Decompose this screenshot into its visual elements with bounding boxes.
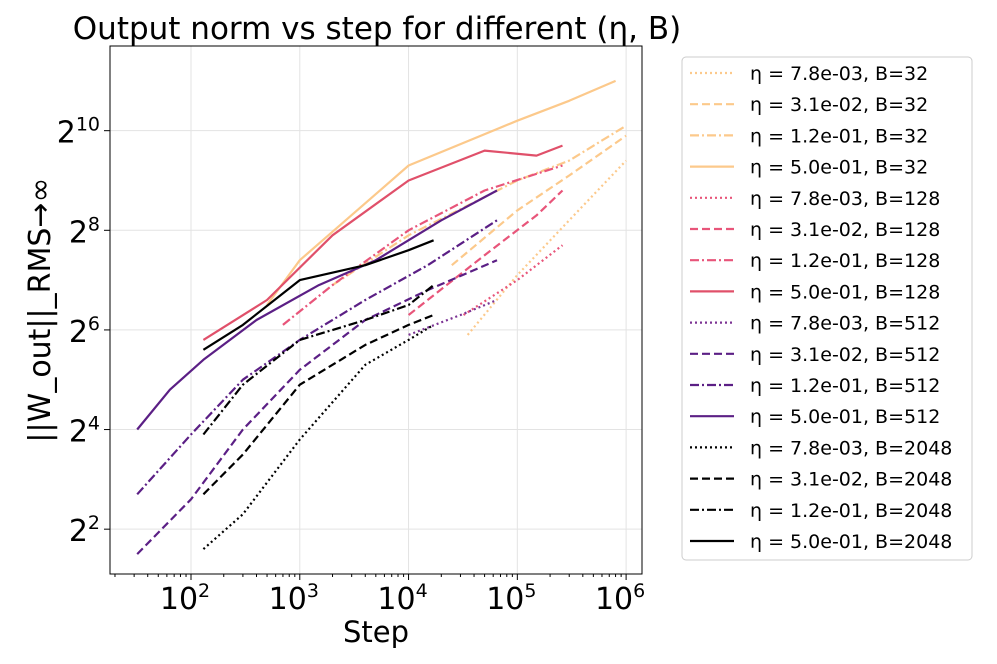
x-tick-label-exp: 6 [633, 580, 645, 602]
legend-entry: η = 5.0e-01, B=128 [750, 281, 940, 303]
y-tick-label-base: 2 [69, 215, 88, 250]
x-tick-label: 103 [269, 580, 319, 617]
legend-frame [681, 56, 973, 561]
legend-entry: η = 7.8e-03, B=2048 [750, 437, 952, 459]
x-tick-label: 106 [595, 580, 645, 617]
series-line [202, 313, 435, 496]
y-tick-label-base: 2 [69, 514, 88, 549]
y-tick-label-exp: 2 [88, 512, 100, 534]
legend-entry: η = 1.2e-01, B=512 [750, 375, 940, 397]
x-axis-label: Step [343, 615, 409, 649]
series-line [136, 189, 498, 431]
grid [110, 46, 642, 574]
series-line [282, 164, 563, 326]
plot-series [136, 79, 627, 555]
series-line [451, 134, 627, 267]
series-line [407, 189, 564, 316]
legend-entry: η = 1.2e-01, B=128 [750, 250, 940, 272]
chart-title: Output norm vs step for different (η, B) [73, 11, 681, 47]
y-tick-label-exp: 10 [76, 114, 100, 136]
legend-entry: η = 5.0e-01, B=512 [750, 406, 940, 428]
x-tick-label-base: 10 [377, 582, 415, 617]
x-tick-label: 104 [377, 580, 427, 617]
y-tick-label-exp: 8 [88, 213, 100, 235]
y-tick-label: 24 [69, 413, 100, 450]
y-tick-label: 22 [69, 512, 100, 549]
series-line [408, 298, 498, 336]
series-line [466, 159, 627, 336]
y-tick-label-base: 2 [57, 116, 76, 151]
x-tick-label: 105 [486, 580, 536, 617]
y-tick-label: 26 [69, 313, 100, 350]
y-tick-label: 28 [69, 213, 100, 250]
series-line [136, 219, 498, 496]
y-axis-label: ||W_out||_RMS→∞ [23, 177, 58, 442]
series-line [266, 79, 617, 306]
legend-entry: η = 1.2e-01, B=2048 [750, 500, 952, 522]
x-tick-label-exp: 2 [198, 580, 210, 602]
y-tick-label-exp: 6 [88, 313, 100, 335]
legend-entry: η = 5.0e-01, B=2048 [750, 531, 952, 553]
series-line [202, 144, 563, 341]
x-tick-label-base: 10 [160, 582, 198, 617]
x-tick-label-base: 10 [269, 582, 307, 617]
legend: η = 7.8e-03, B=32 η = 3.1e-02, B=32 η = 1.… [681, 56, 973, 561]
y-tick-label-base: 2 [69, 315, 88, 350]
plot-frame [109, 45, 643, 575]
series-line [462, 244, 564, 316]
y-tick-label-exp: 4 [88, 413, 100, 435]
legend-entry: η = 3.1e-02, B=128 [750, 219, 940, 241]
x-tick-label-exp: 5 [524, 580, 536, 602]
legend-entry: η = 3.1e-02, B=2048 [750, 469, 952, 491]
y-tick-label: 210 [57, 114, 100, 151]
legend-entry: η = 1.2e-01, B=32 [750, 125, 928, 147]
legend-entry: η = 5.0e-01, B=32 [750, 157, 928, 179]
x-tick-label-exp: 4 [416, 580, 428, 602]
x-tick-label-exp: 3 [307, 580, 319, 602]
x-tick-label-base: 10 [595, 582, 633, 617]
x-tick-label-base: 10 [486, 582, 524, 617]
legend-entry: η = 3.1e-02, B=32 [750, 94, 928, 116]
series-line [202, 323, 435, 550]
x-tick-label: 102 [160, 580, 210, 617]
series-line [202, 284, 435, 436]
legend-entry: η = 7.8e-03, B=512 [750, 313, 940, 335]
y-tick-label-base: 2 [69, 415, 88, 450]
legend-entry: η = 7.8e-03, B=128 [750, 188, 940, 210]
legend-entry: η = 7.8e-03, B=32 [750, 63, 928, 85]
legend-entry: η = 3.1e-02, B=512 [750, 344, 940, 366]
series-line [202, 239, 435, 351]
